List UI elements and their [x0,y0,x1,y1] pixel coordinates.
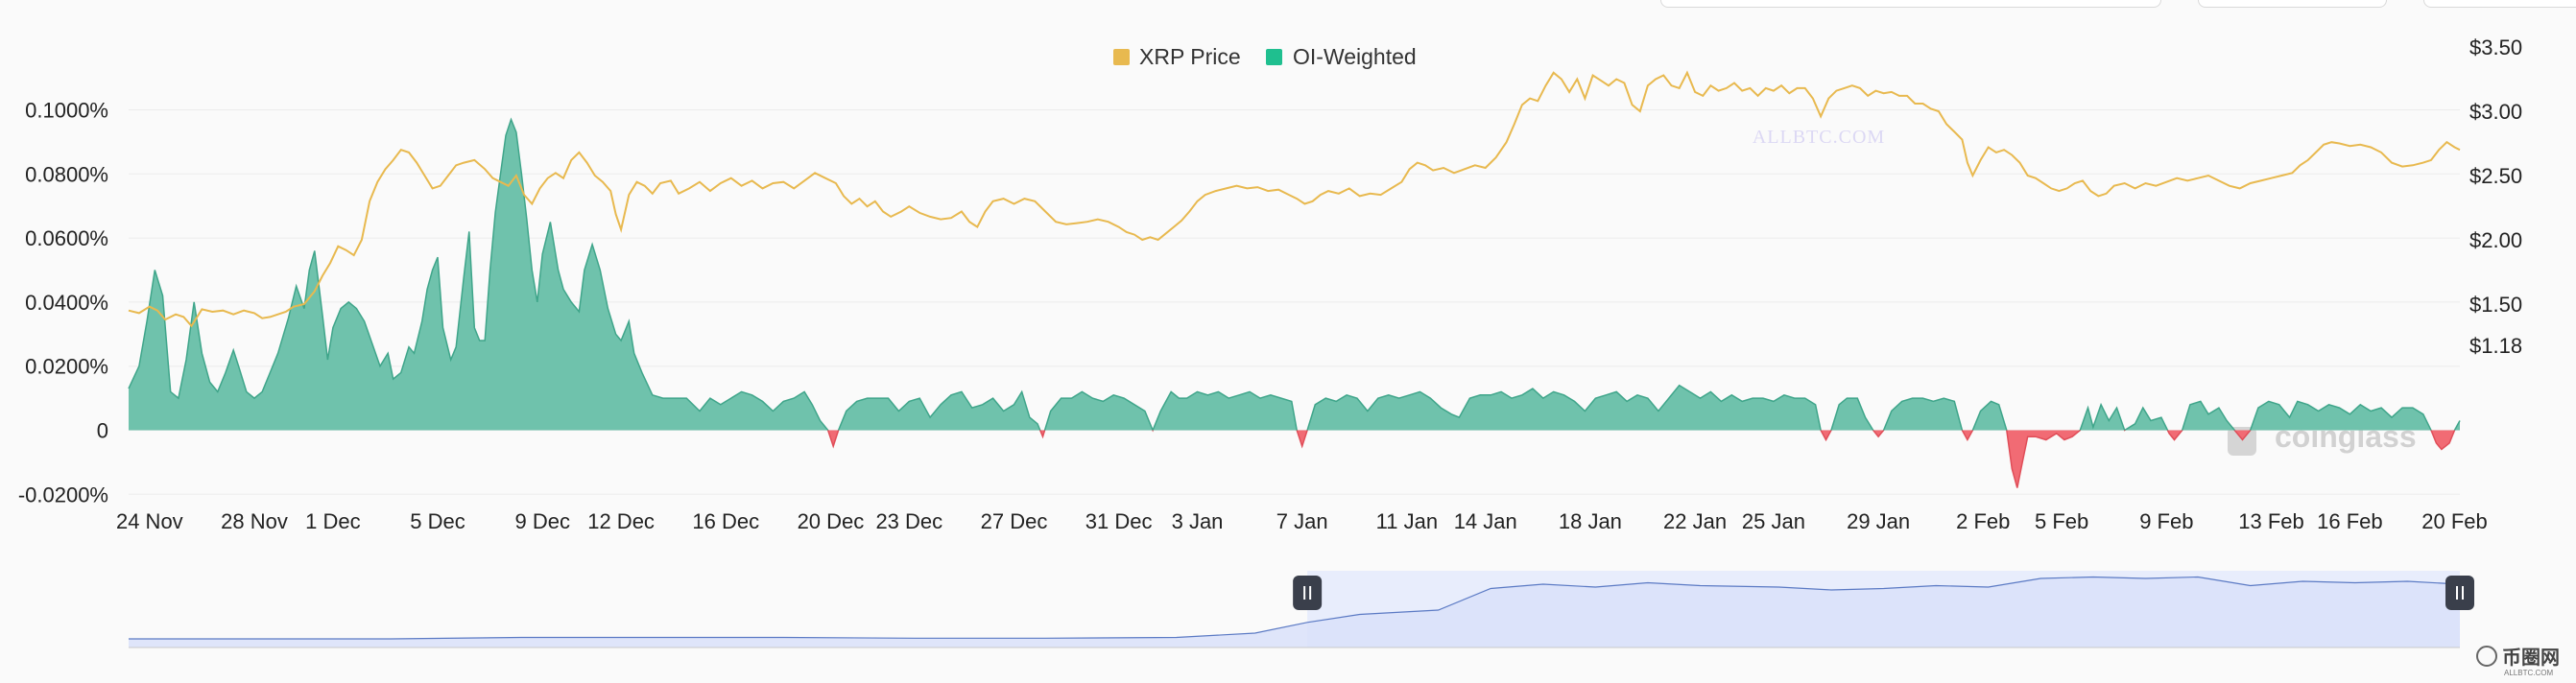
navigator-handle-left[interactable] [1293,576,1323,610]
x-axis-tick-label: 31 Dec [1085,509,1153,533]
legend-item-xrp-price[interactable]: XRP Price [1113,44,1241,69]
legend: XRP Price OI-Weighted [1113,44,1417,69]
logo-mark [2228,427,2256,456]
x-axis-tick-label: 11 Jan [1376,509,1438,533]
right-axis-tick-label: $1.50 [2469,293,2522,317]
x-axis-tick-label: 20 Dec [798,509,865,533]
navigator [129,571,2474,648]
x-axis-tick-label: 22 Jan [1663,509,1727,533]
x-axis-tick-label: 5 Dec [410,509,465,533]
funding-line-positive [128,117,2461,431]
right-axis-tick-label: $1.18 [2469,334,2522,358]
x-axis-tick-label: 24 Nov [116,509,183,533]
x-axis-tick-label: 16 Dec [692,509,759,533]
series-layer [128,70,2461,488]
left-axis-tick-label: 0 [97,419,108,443]
handle-body[interactable] [1293,576,1323,610]
x-axis-tick-label: 23 Dec [875,509,942,533]
x-axis-tick-label: 28 Nov [221,509,288,533]
x-axis-tick-label: 14 Jan [1454,509,1517,533]
navigator-area [129,577,2460,648]
x-axis-tick-label: 29 Jan [1847,509,1910,533]
left-axis-tick-label: 0.0600% [25,226,108,250]
corner-brand: 币圈网 ALLBTC.COM [2476,646,2560,677]
x-axis-tick-label: 1 Dec [305,509,360,533]
xrp-price-line [128,70,2461,328]
corner-brand-sub: ALLBTC.COM [2504,669,2553,677]
legend-label-xrp-price: XRP Price [1139,44,1241,69]
grid-lines [129,109,2460,495]
legend-item-oi-weighted[interactable]: OI-Weighted [1266,44,1417,69]
funding-line-negative [826,430,2456,488]
funding-area-negative [129,430,2460,488]
x-axis-tick-label: 7 Jan [1276,509,1328,533]
funding-area-positive [129,119,2460,431]
left-axis-tick-label: 0.0400% [25,291,108,315]
watermark: ALLBTC.COM [1753,127,1885,148]
x-axis-tick-label: 5 Feb [2035,509,2088,533]
x-axis-tick-label: 2 Feb [1956,509,2010,533]
x-axis-tick-label: 12 Dec [587,509,655,533]
right-axis-tick-label: $3.00 [2469,100,2522,124]
x-axis-tick-label: 27 Dec [981,509,1048,533]
x-axis-tick-label: 13 Feb [2238,509,2304,533]
handle-body[interactable] [2445,576,2474,610]
left-axis-tick-label: -0.0200% [18,483,108,506]
corner-brand-icon [2476,646,2497,667]
left-axis-tick-label: 0.0200% [25,355,108,379]
x-axis-tick-label: 9 Feb [2139,509,2193,533]
x-axis-tick-label: 18 Jan [1559,509,1622,533]
right-axis-tick-label: $2.50 [2469,164,2522,188]
navigator-handle-right[interactable] [2445,576,2474,610]
navigator-line [129,576,2461,640]
legend-swatch-xrp-price [1113,49,1130,65]
right-axis-tick-label: $2.00 [2469,228,2522,252]
axis-layer: 0.1000% 0.0800% 0.0600% 0.0400% 0.0200% 0 -0.0… [18,35,2522,533]
left-axis-tick-label: 0.0800% [25,162,108,186]
legend-label-oi-weighted: OI-Weighted [1293,44,1417,69]
exchange-select[interactable] [2423,0,2576,8]
x-axis-tick-label: 25 Jan [1742,509,1805,533]
x-axis-tick-label: 3 Jan [1172,509,1224,533]
right-axis-tick-label: $3.50 [2469,35,2522,59]
corner-brand-text: 币圈网 [2502,647,2560,669]
x-axis-tick-label: 16 Feb [2317,509,2383,533]
x-axis-tick-label: 9 Dec [514,509,569,533]
left-axis-tick-label: 0.1000% [25,99,108,123]
legend-swatch-oi-weighted [1266,49,1282,65]
x-axis-tick-label: 20 Feb [2421,509,2488,533]
range-select[interactable] [1660,0,2161,8]
interval-select[interactable] [2198,0,2387,8]
